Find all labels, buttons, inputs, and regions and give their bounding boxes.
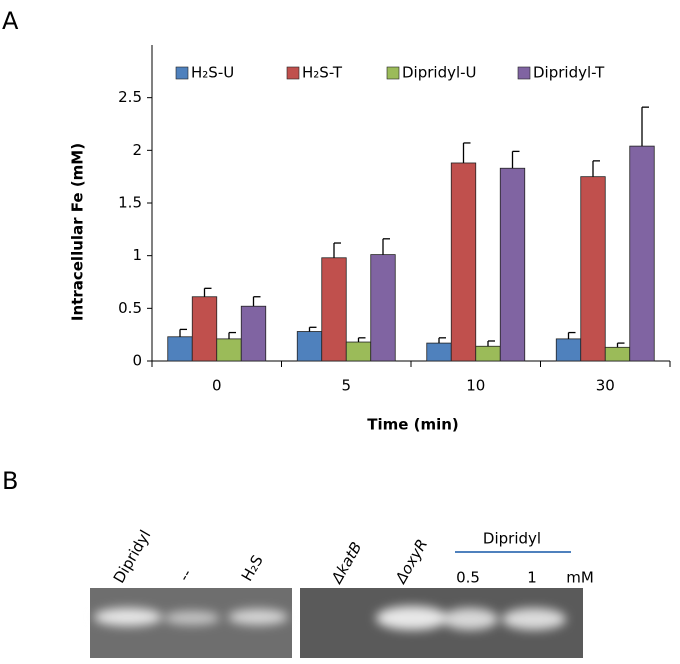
legend-swatch bbox=[175, 66, 189, 80]
error-bar bbox=[641, 106, 649, 147]
x-tick-label: 5 bbox=[341, 377, 351, 395]
y-tick-label: 1 bbox=[132, 246, 142, 264]
plot: 0 0.5 1 1.5 2 2.5 0 5 10 30 H₂S-U H₂S-T Dipridyl-U Di… bbox=[118, 45, 671, 395]
bar bbox=[191, 296, 218, 362]
lane-label: H₂S bbox=[238, 552, 267, 584]
error-bar bbox=[438, 337, 446, 344]
x-tick-label: 30 bbox=[596, 377, 615, 395]
error-bar bbox=[252, 296, 261, 307]
bar bbox=[240, 305, 267, 362]
y-tick-label: 0.5 bbox=[118, 299, 142, 317]
bar bbox=[167, 336, 193, 362]
concentration-label: 1 bbox=[527, 569, 537, 587]
lane-label: ΔkatB bbox=[327, 539, 365, 587]
bar bbox=[450, 162, 477, 362]
legend-label: H₂S-T bbox=[302, 64, 343, 82]
bar bbox=[321, 257, 347, 362]
legend-label: Dipridyl-U bbox=[402, 64, 477, 82]
x-tick-label: 0 bbox=[212, 377, 222, 395]
bar bbox=[499, 167, 526, 362]
error-bar bbox=[333, 242, 341, 258]
legend-label: H₂S-U bbox=[191, 64, 234, 82]
bar bbox=[216, 338, 242, 362]
error-bar bbox=[592, 160, 600, 177]
bar bbox=[345, 341, 372, 362]
bar bbox=[475, 345, 501, 362]
error-bar bbox=[511, 150, 520, 169]
error-bar bbox=[487, 340, 495, 347]
error-bar bbox=[179, 328, 187, 337]
error-bar bbox=[308, 326, 317, 332]
error-bar bbox=[382, 238, 390, 255]
legend-swatch bbox=[517, 66, 531, 80]
lane-label: -- bbox=[175, 566, 196, 584]
bar bbox=[629, 145, 655, 362]
group-label: Dipridyl bbox=[483, 530, 541, 548]
error-bar bbox=[228, 331, 236, 339]
legend-swatch bbox=[386, 66, 400, 80]
bar bbox=[555, 338, 582, 362]
panel-label: A bbox=[2, 7, 19, 35]
y-tick-label: 1.5 bbox=[118, 194, 142, 212]
y-tick-label: 2 bbox=[132, 141, 142, 159]
bar bbox=[604, 346, 631, 362]
legend-swatch bbox=[286, 66, 300, 80]
error-bar bbox=[203, 287, 212, 297]
error-bar bbox=[567, 331, 576, 339]
gel-bands bbox=[94, 606, 566, 630]
error-bar bbox=[462, 142, 471, 163]
bar bbox=[296, 331, 323, 362]
error-bar bbox=[357, 337, 366, 343]
lane-label: Dipridyl bbox=[110, 527, 155, 586]
legend-label: Dipridyl-T bbox=[533, 64, 605, 82]
y-axis-title: Intracellular Fe (mM) bbox=[69, 143, 87, 321]
bar bbox=[370, 254, 396, 362]
lane-label: ΔoxyR bbox=[391, 536, 431, 587]
y-tick-label: 2.5 bbox=[118, 88, 142, 106]
y-tick-label: 0 bbox=[132, 352, 142, 370]
bar bbox=[580, 176, 606, 362]
concentration-label: 0.5 bbox=[456, 569, 480, 587]
x-tick-label: 10 bbox=[466, 377, 485, 395]
x-axis-title: Time (min) bbox=[367, 416, 459, 434]
unit-label: mM bbox=[566, 569, 594, 587]
panel-label: B bbox=[2, 467, 18, 495]
error-bar bbox=[616, 342, 625, 348]
bar bbox=[426, 342, 452, 362]
